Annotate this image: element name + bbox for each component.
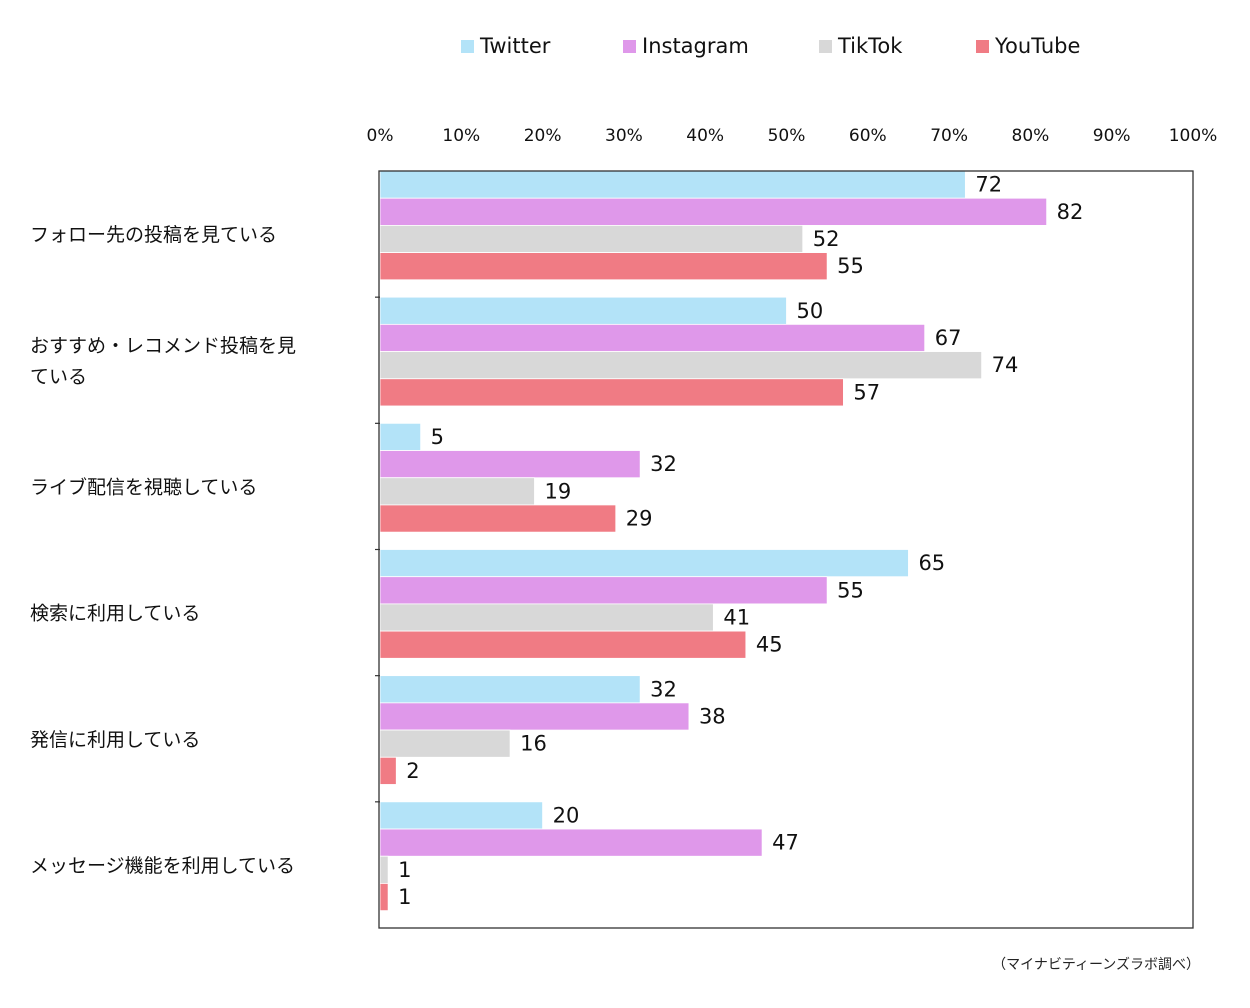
x-axis: 0% 10% 20% 30% 40% 50% 60% 70% 80% 90% 100%: [367, 126, 1218, 146]
bar: [379, 576, 828, 605]
legend-item-tiktok: TikTok: [819, 28, 902, 64]
x-tick-label: 60%: [849, 126, 887, 146]
bar-value-label: 74: [992, 353, 1019, 377]
bar-value-label: 57: [853, 380, 880, 404]
chart-legend: Twitter Instagram TikTok YouTube: [0, 28, 1250, 64]
bar-value-label: 29: [626, 507, 653, 531]
category-labels: フォロー先の投稿を見ているおすすめ・レコメンド投稿を見ているライブ配信を視聴して…: [30, 224, 380, 877]
bar: [379, 702, 690, 731]
bar: [379, 450, 641, 479]
bar: [379, 224, 804, 253]
x-tick-label: 30%: [605, 126, 643, 146]
bar-value-label: 67: [935, 326, 962, 350]
bar: [379, 351, 983, 380]
bar: [379, 378, 844, 407]
bar-value-label: 38: [699, 704, 726, 728]
bar: [379, 477, 535, 506]
x-tick-label: 10%: [442, 126, 480, 146]
bar-value-label: 82: [1057, 200, 1084, 224]
x-tick-label: 70%: [930, 126, 968, 146]
bar: [379, 883, 389, 912]
category-label: ている: [30, 366, 87, 388]
bar-value-label: 55: [837, 254, 864, 278]
bar-value-label: 47: [772, 831, 799, 855]
category-label: ライブ配信を視聴している: [30, 475, 257, 498]
bar-value-label: 45: [756, 633, 783, 657]
legend-item-youtube: YouTube: [976, 28, 1080, 64]
legend-label-youtube: YouTube: [995, 34, 1081, 58]
x-tick-label: 80%: [1012, 126, 1050, 146]
bar: [379, 729, 511, 758]
legend-item-instagram: Instagram: [623, 28, 749, 64]
bar-value-label: 2: [406, 759, 419, 783]
legend-label-tiktok: TikTok: [838, 34, 903, 58]
bar: [379, 422, 422, 451]
bar: [379, 197, 1048, 226]
bar-value-label: 16: [520, 732, 547, 756]
bar-value-label: 1: [398, 885, 411, 909]
category-label: おすすめ・レコメンド投稿を見: [30, 335, 296, 357]
plot-frame: [378, 170, 1194, 929]
legend-swatch-youtube: [976, 39, 989, 53]
bar: [379, 549, 909, 578]
bar: [379, 603, 714, 632]
bar: [379, 296, 787, 325]
bar-value-label: 20: [553, 803, 580, 827]
bar: [379, 855, 389, 884]
bar-value-label: 32: [650, 677, 677, 701]
bar-value-label: 72: [975, 173, 1002, 197]
x-tick-label: 0%: [367, 126, 394, 146]
bar-value-label: 65: [918, 551, 945, 575]
legend-swatch-instagram: [623, 39, 636, 53]
legend-label-twitter: Twitter: [480, 34, 551, 58]
bar-value-label: 55: [837, 578, 864, 602]
legend-item-twitter: Twitter: [461, 28, 550, 64]
bar: [379, 828, 763, 857]
bar: [379, 323, 926, 352]
bar-value-label: 19: [544, 479, 571, 503]
bar: [379, 756, 397, 785]
bar-value-label: 5: [431, 425, 444, 449]
x-tick-label: 40%: [686, 126, 724, 146]
category-label: メッセージ機能を利用している: [30, 855, 295, 877]
category-label: 検索に利用している: [30, 603, 200, 625]
bar: [379, 630, 747, 659]
x-tick-label: 100%: [1169, 126, 1218, 146]
bar-value-label: 50: [797, 299, 824, 323]
legend-swatch-tiktok: [819, 39, 832, 53]
bar: [379, 504, 617, 533]
bar: [379, 170, 966, 199]
legend-swatch-twitter: [461, 39, 474, 53]
bar: [379, 801, 544, 830]
x-tick-label: 90%: [1093, 126, 1131, 146]
source-note: （マイナビティーンズラボ調べ）: [992, 957, 1200, 973]
bar: [379, 252, 828, 281]
x-tick-label: 20%: [524, 126, 562, 146]
bar: [379, 675, 641, 704]
category-label: 発信に利用している: [30, 729, 200, 751]
x-tick-label: 50%: [768, 126, 806, 146]
category-label: フォロー先の投稿を見ている: [30, 224, 277, 246]
bar-value-label: 41: [723, 606, 750, 630]
legend-label-instagram: Instagram: [642, 34, 749, 58]
bar-value-label: 32: [650, 452, 677, 476]
bar-value-label: 52: [813, 227, 840, 251]
bar-value-label: 1: [398, 858, 411, 882]
